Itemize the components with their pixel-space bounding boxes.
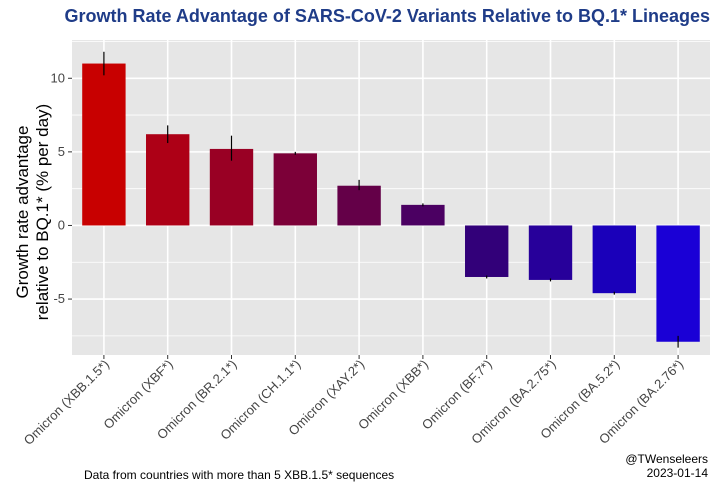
y-axis-label-line2: relative to BQ.1* (% per day): [33, 104, 52, 320]
bar: [273, 153, 317, 226]
y-tick-label: 0: [58, 217, 65, 232]
bar: [401, 204, 445, 226]
bar: [146, 134, 190, 226]
bar: [528, 225, 573, 280]
y-axis-label-line1: Growth rate advantage: [13, 126, 32, 299]
bar: [656, 225, 700, 342]
data-source-note: Data from countries with more than 5 XBB…: [84, 468, 395, 482]
chart-title: Growth Rate Advantage of SARS-CoV-2 Vari…: [64, 6, 711, 26]
credit: @TWenseleers 2023-01-14: [625, 452, 708, 480]
bar: [209, 148, 254, 226]
y-tick-label: 5: [58, 144, 65, 159]
error-bars: [103, 51, 679, 348]
bar: [337, 185, 381, 226]
credit-date: 2023-01-14: [646, 466, 708, 480]
y-tick-label: 10: [51, 70, 65, 85]
x-tick-label: Omicron (XBB.1.5*): [21, 357, 112, 448]
bar: [592, 225, 636, 294]
y-tick-label: -5: [53, 291, 65, 306]
bar: [465, 225, 509, 277]
credit-handle: @TWenseleers: [625, 452, 708, 466]
bar: [82, 63, 126, 226]
y-axis-label: Growth rate advantage relative to BQ.1* …: [8, 104, 60, 320]
y-tick-labels: -5 0 5 10: [51, 70, 72, 306]
bars: [82, 63, 700, 342]
x-tick-labels: Omicron (XBB.1.5*)Omicron (XBF*)Omicron …: [21, 355, 686, 448]
